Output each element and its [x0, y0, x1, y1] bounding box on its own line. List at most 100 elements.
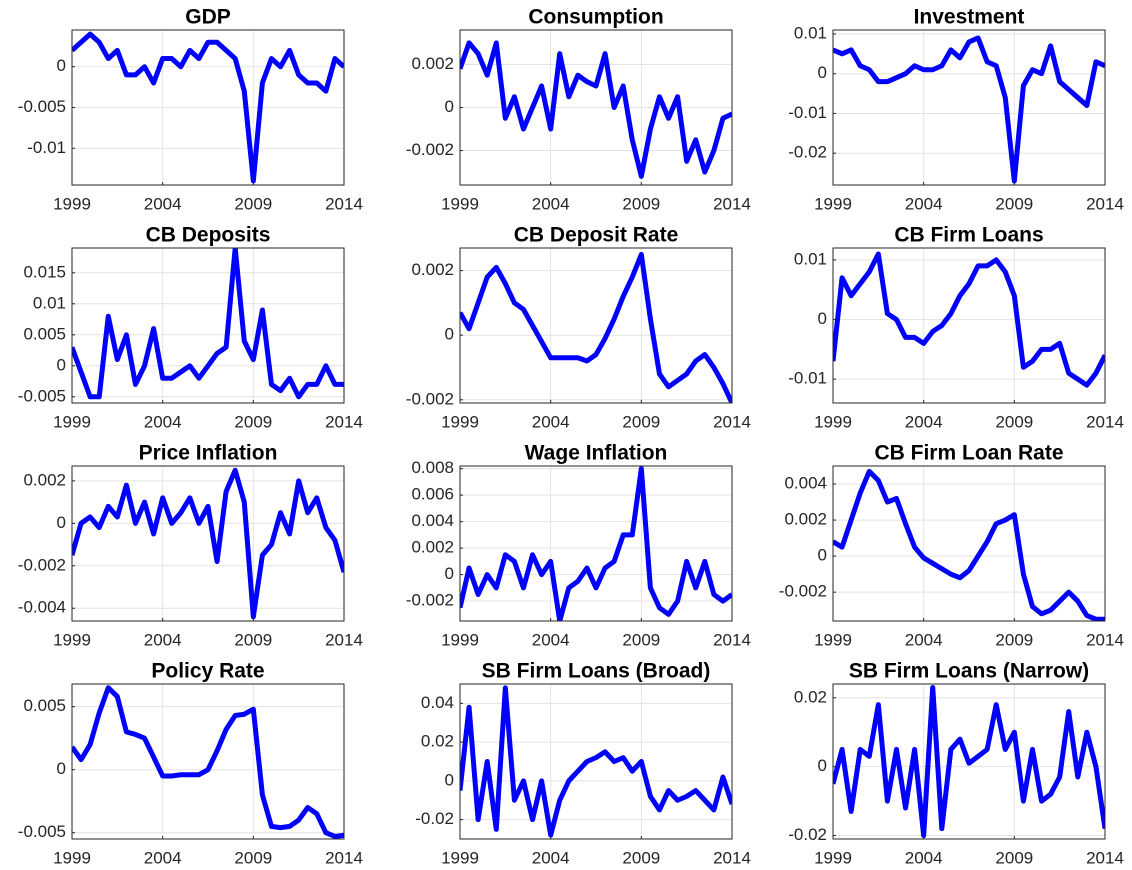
y-tick-label: -0.005: [18, 822, 66, 841]
y-tick-label: 0.04: [421, 693, 454, 712]
data-line: [460, 40, 732, 179]
y-tick-label: 0: [818, 546, 827, 565]
x-tick-label: 2009: [995, 412, 1033, 431]
x-tick-label: 2014: [325, 412, 363, 431]
plot-area: [833, 248, 1105, 403]
y-tick-label: -0.01: [27, 138, 66, 157]
y-tick-label: -0.02: [415, 809, 454, 828]
y-tick-label: 0.015: [23, 262, 66, 281]
subplot: 0.04 0.02 0 -0.02 1999 2004 2009 2014 SB Firm Lo…: [415, 660, 751, 868]
y-tick-label: 0.002: [784, 510, 827, 529]
y-tick-label: -0.02: [788, 143, 827, 162]
data-line: [72, 685, 344, 839]
x-tick-label: 1999: [53, 630, 91, 649]
y-tick-label: 0.01: [33, 293, 66, 312]
chart-title: SB Firm Loans (Broad): [482, 660, 711, 683]
subplot: 0.005 0 -0.005 1999 2004 2009 2014 Policy Rate: [18, 660, 363, 868]
subplot: 0.002 0 -0.002 1999 2004 2009 2014 CB Deposit R…: [406, 224, 751, 432]
x-tick-label: 2009: [995, 630, 1033, 649]
y-tick-label: 0: [57, 513, 66, 532]
x-tick-label: 2009: [622, 194, 660, 213]
y-tick-label: 0: [445, 325, 454, 344]
y-tick-label: 0: [818, 309, 827, 328]
chart-title: CB Deposits: [146, 224, 271, 247]
y-tick-label: -0.005: [18, 386, 66, 405]
x-tick-label: 2014: [1086, 412, 1124, 431]
plot-frame: [71, 465, 345, 622]
x-tick-label: 2009: [622, 630, 660, 649]
y-tick-label: 0.002: [23, 470, 66, 489]
y-tick-label: 0.005: [23, 696, 66, 715]
chart-title: Consumption: [528, 6, 663, 29]
x-tick-label: 1999: [441, 194, 479, 213]
y-tick-label: 0: [57, 56, 66, 75]
y-tick-label: 0.01: [794, 249, 827, 268]
y-tick-label: 0: [57, 355, 66, 374]
x-tick-label: 2014: [713, 412, 751, 431]
plot-area: [72, 684, 344, 839]
x-tick-label: 2014: [713, 848, 751, 867]
x-tick-label: 2014: [713, 194, 751, 213]
data-line: [833, 251, 1105, 388]
y-tick-label: 0.01: [794, 23, 827, 42]
y-tick-label: 0.005: [23, 324, 66, 343]
x-tick-label: 1999: [53, 848, 91, 867]
y-tick-label: 0.004: [411, 511, 454, 530]
y-tick-label: 0: [818, 756, 827, 775]
x-tick-label: 1999: [814, 848, 852, 867]
x-tick-label: 2009: [234, 412, 272, 431]
x-tick-label: 2014: [1086, 630, 1124, 649]
x-tick-label: 1999: [441, 630, 479, 649]
y-tick-label: 0: [57, 759, 66, 778]
y-tick-label: 0.02: [794, 687, 827, 706]
data-line: [460, 251, 732, 403]
y-tick-label: -0.005: [18, 97, 66, 116]
plot-frame: [71, 29, 345, 186]
y-tick-label: -0.01: [788, 103, 827, 122]
plot-frame: [459, 247, 733, 404]
subplot: 0.01 0 -0.01 -0.02 1999 2004 2009 2014 Investmen…: [788, 6, 1124, 214]
plot-frame: [832, 247, 1106, 404]
x-tick-label: 1999: [814, 194, 852, 213]
plot-frame: [832, 29, 1106, 186]
x-tick-label: 2004: [532, 630, 570, 649]
x-tick-label: 2014: [325, 848, 363, 867]
x-tick-label: 1999: [53, 412, 91, 431]
x-tick-label: 2004: [144, 630, 182, 649]
subplot: 0.008 0.006 0.004 0.002 0 -0.002 1999 2004 2009 2…: [406, 442, 751, 650]
y-tick-label: -0.002: [18, 555, 66, 574]
x-tick-label: 2009: [995, 194, 1033, 213]
plot-area: [833, 30, 1105, 185]
subplot: 0.01 0 -0.01 1999 2004 2009 2014 CB Firm Loans: [788, 224, 1124, 432]
x-tick-label: 2004: [144, 412, 182, 431]
plot-frame: [71, 683, 345, 840]
y-tick-label: 0.004: [784, 474, 827, 493]
y-tick-label: -0.002: [779, 582, 827, 601]
plot-area: [460, 466, 732, 621]
subplot: 0.02 0 -0.02 1999 2004 2009 2014 SB Firm Loans …: [788, 660, 1124, 868]
plot-frame: [459, 29, 733, 186]
y-tick-label: -0.002: [406, 591, 454, 610]
chart-title: Wage Inflation: [525, 442, 668, 465]
y-tick-label: 0.002: [411, 54, 454, 73]
x-tick-label: 2014: [1086, 848, 1124, 867]
y-tick-label: -0.02: [788, 825, 827, 844]
x-tick-label: 1999: [814, 412, 852, 431]
data-line: [833, 684, 1105, 839]
x-tick-label: 2004: [905, 194, 943, 213]
chart-title: Investment: [914, 6, 1025, 29]
chart-title: Policy Rate: [151, 660, 264, 683]
chart-title: CB Firm Loan Rate: [874, 442, 1063, 465]
x-tick-label: 2004: [144, 848, 182, 867]
x-tick-label: 2009: [622, 848, 660, 867]
data-line: [460, 685, 732, 838]
x-tick-label: 2004: [532, 412, 570, 431]
x-tick-label: 1999: [441, 848, 479, 867]
x-tick-label: 2009: [234, 194, 272, 213]
plot-frame: [459, 683, 733, 840]
chart-title: GDP: [185, 6, 231, 29]
x-tick-label: 2004: [532, 194, 570, 213]
y-tick-label: 0.02: [421, 732, 454, 751]
